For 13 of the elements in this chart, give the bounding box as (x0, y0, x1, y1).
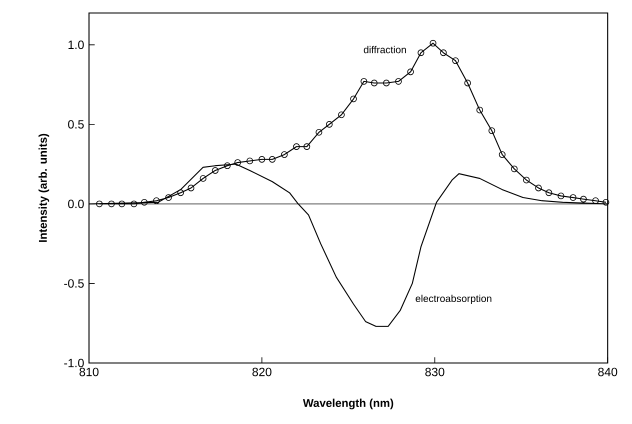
series-label: diffraction (364, 46, 406, 54)
x-axis-title: Wavelength (nm) (302, 398, 394, 410)
y-tick-label: 0.5 (68, 120, 84, 129)
y-tick-label: -1.0 (64, 358, 84, 368)
y-tick-label: -0.5 (64, 279, 84, 288)
x-tick-label: 840 (598, 368, 618, 376)
y-tick-label: 1.0 (68, 40, 84, 50)
x-tick-label: 830 (425, 368, 444, 376)
x-tick-label: 810 (80, 368, 99, 376)
series-label: electroabsorption (416, 294, 492, 304)
x-tick-label: 820 (252, 368, 272, 376)
y-axis-title: Intensity (arb. units) (38, 134, 50, 242)
y-tick-label: 0.0 (68, 200, 84, 208)
